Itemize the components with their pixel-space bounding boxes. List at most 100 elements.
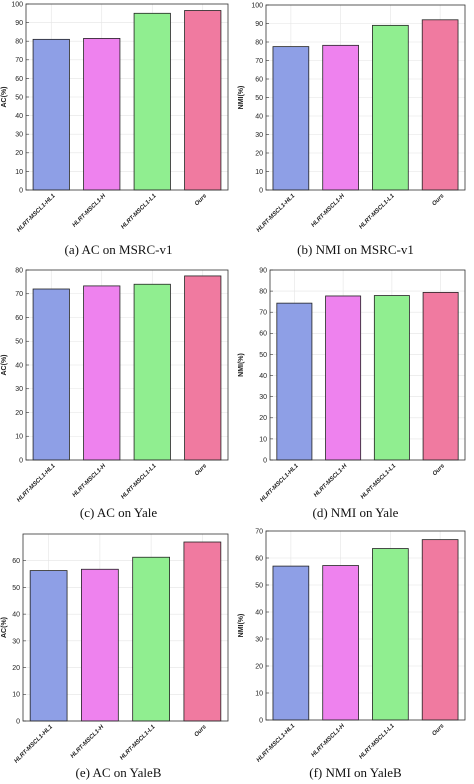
- ytick-label-d-7: 70: [259, 310, 267, 317]
- bar-e-0: [29, 570, 68, 722]
- caption-b: (b) NMI on MSRC-v1: [297, 242, 414, 257]
- bar-c-3: [184, 275, 222, 461]
- category-label-e-2: HLRT-MSCL1-L1: [119, 724, 157, 762]
- bar-chart-c: 0 10 20 30 40 50 60 70 80 AC(%) HLRT-MSCL1-HL1 HLRT…: [1, 267, 229, 504]
- category-label-b-0: HLRT-MSCL1-HL1: [256, 193, 297, 234]
- ytick-label-c-7: 70: [15, 291, 23, 298]
- bar-chart-f: 0 10 20 30 40 50 60 70 NMI(%) HLRT-MSCL1-HL1 HLRT-…: [238, 528, 466, 764]
- ytick-label-f-5: 50: [255, 582, 263, 589]
- category-label-b-2: HLRT-MSCL1-L1: [358, 193, 396, 231]
- ytick-label-e-5: 50: [12, 585, 20, 592]
- bar-c-1: [83, 285, 121, 461]
- ytick-label-e-2: 20: [12, 665, 20, 672]
- bar-e-2: [132, 556, 170, 722]
- ytick-label-f-1: 10: [255, 690, 263, 697]
- bar-chart-b: 0 10 20 30 40 50 60 70 80 90 100 NMI(%) HLRT-MSCL1-H…: [238, 2, 466, 234]
- bar-chart-d: 0 10 20 30 40 50 60 70 80 90 NMI(%) HLRT-MSCL1-HL1 H…: [238, 267, 466, 504]
- ytick-label-a-1: 10: [15, 169, 23, 176]
- category-label-c-2: HLRT-MSCL1-L1: [120, 463, 158, 501]
- ytick-label-b-10: 100: [251, 2, 263, 9]
- ytick-label-c-0: 0: [19, 457, 23, 464]
- ytick-label-b-0: 0: [259, 187, 263, 194]
- ytick-label-e-4: 40: [12, 612, 20, 619]
- bar-f-0: [272, 565, 310, 721]
- caption-a: (a) AC on MSRC-v1: [64, 242, 173, 257]
- bar-b-2: [372, 24, 409, 191]
- y-axis-label-f: NMI(%): [238, 614, 245, 638]
- ytick-label-d-9: 90: [259, 267, 267, 274]
- bar-a-3: [184, 10, 222, 191]
- category-label-a-3: Ours: [194, 193, 209, 208]
- ytick-label-d-2: 20: [259, 415, 267, 422]
- category-label-d-0: HLRT-MSCL1-HL1: [259, 463, 300, 504]
- ytick-label-b-3: 30: [255, 132, 263, 139]
- ytick-label-a-10: 100: [11, 1, 23, 8]
- ytick-label-a-7: 70: [15, 57, 23, 64]
- chart-panel-d: 0 10 20 30 40 50 60 70 80 90 NMI(%) HLRT-MSCL1-HL1 H…: [237, 261, 474, 522]
- ytick-label-a-0: 0: [19, 187, 23, 194]
- y-axis-label-a: AC(%): [1, 87, 8, 108]
- ytick-label-b-2: 20: [255, 150, 263, 157]
- category-label-c-1: HLRT-MSCL1-H: [72, 463, 108, 499]
- ytick-label-b-6: 60: [255, 76, 263, 83]
- ytick-label-b-8: 80: [255, 39, 263, 46]
- category-label-f-3: Ours: [431, 723, 446, 738]
- bar-f-3: [421, 539, 459, 721]
- ytick-label-d-0: 0: [263, 457, 267, 464]
- chart-panel-b: 0 10 20 30 40 50 60 70 80 90 100 NMI(%) HLRT-MSCL1-H…: [237, 0, 474, 261]
- ytick-label-c-8: 80: [15, 267, 23, 274]
- bar-b-1: [322, 44, 359, 191]
- category-label-f-0: HLRT-MSCL1-HL1: [256, 723, 297, 764]
- chart-panel-f: 0 10 20 30 40 50 60 70 NMI(%) HLRT-MSCL1-HL1 HLRT-…: [237, 522, 474, 784]
- ytick-label-c-1: 10: [15, 434, 23, 441]
- y-axis-label-b: NMI(%): [238, 86, 245, 110]
- y-axis-label-e: AC(%): [1, 617, 8, 638]
- bar-chart-a: 0 10 20 30 40 50 60 70 80 90 100 AC(%) HLRT-MSCL1-HL…: [1, 1, 229, 234]
- bar-f-1: [322, 565, 359, 721]
- ytick-label-c-3: 30: [15, 386, 23, 393]
- category-label-e-0: HLRT-MSCL1-HL1: [14, 724, 55, 765]
- ytick-label-b-7: 70: [255, 58, 263, 65]
- y-axis-label-c: AC(%): [1, 355, 8, 376]
- category-label-a-2: HLRT-MSCL1-L1: [120, 193, 158, 231]
- bar-c-2: [133, 283, 171, 461]
- category-label-d-1: HLRT-MSCL1-H: [313, 463, 349, 499]
- ytick-label-d-8: 80: [259, 289, 267, 296]
- ytick-label-e-6: 60: [12, 558, 20, 565]
- bar-d-2: [373, 295, 410, 461]
- plot-frame-e: [22, 533, 229, 722]
- ytick-label-a-8: 80: [15, 39, 23, 46]
- bar-c-0: [32, 288, 70, 461]
- ytick-label-a-3: 30: [15, 132, 23, 139]
- ytick-label-d-1: 10: [259, 436, 267, 443]
- chart-panel-e: 0 10 20 30 40 50 60 AC(%) HLRT-MSCL1-HL1 HLRT-MSC…: [0, 522, 237, 784]
- ytick-label-c-6: 60: [15, 315, 23, 322]
- ytick-label-d-5: 50: [259, 352, 267, 359]
- category-label-b-3: Ours: [431, 193, 446, 208]
- caption-c: (c) AC on Yale: [79, 505, 158, 520]
- bar-b-3: [421, 19, 459, 191]
- ytick-label-e-1: 10: [12, 692, 20, 699]
- category-label-a-1: HLRT-MSCL1-H: [72, 193, 108, 229]
- ytick-label-d-6: 60: [259, 331, 267, 338]
- category-label-d-2: HLRT-MSCL1-L1: [360, 463, 398, 501]
- bar-d-1: [325, 295, 362, 461]
- bar-a-2: [133, 12, 171, 191]
- caption-e: (e) AC on YaleB: [75, 765, 162, 780]
- category-label-e-3: Ours: [194, 724, 209, 739]
- category-label-b-1: HLRT-MSCL1-H: [311, 193, 347, 229]
- ytick-label-d-3: 30: [259, 394, 267, 401]
- ytick-label-f-3: 30: [255, 636, 263, 643]
- chart-panel-a: 0 10 20 30 40 50 60 70 80 90 100 AC(%) HLRT-MSCL1-HL…: [0, 0, 237, 261]
- ytick-label-b-9: 90: [255, 21, 263, 28]
- category-label-c-3: Ours: [194, 463, 209, 478]
- ytick-label-f-0: 0: [259, 717, 263, 724]
- category-label-f-2: HLRT-MSCL1-L1: [358, 723, 396, 761]
- ytick-label-e-0: 0: [16, 718, 20, 725]
- caption-d: (d) NMI on Yale: [312, 505, 399, 520]
- bar-a-0: [32, 38, 70, 191]
- bar-f-2: [372, 548, 409, 721]
- bar-e-3: [183, 541, 222, 722]
- y-axis-label-d: NMI(%): [238, 353, 245, 377]
- ytick-label-b-1: 10: [255, 169, 263, 176]
